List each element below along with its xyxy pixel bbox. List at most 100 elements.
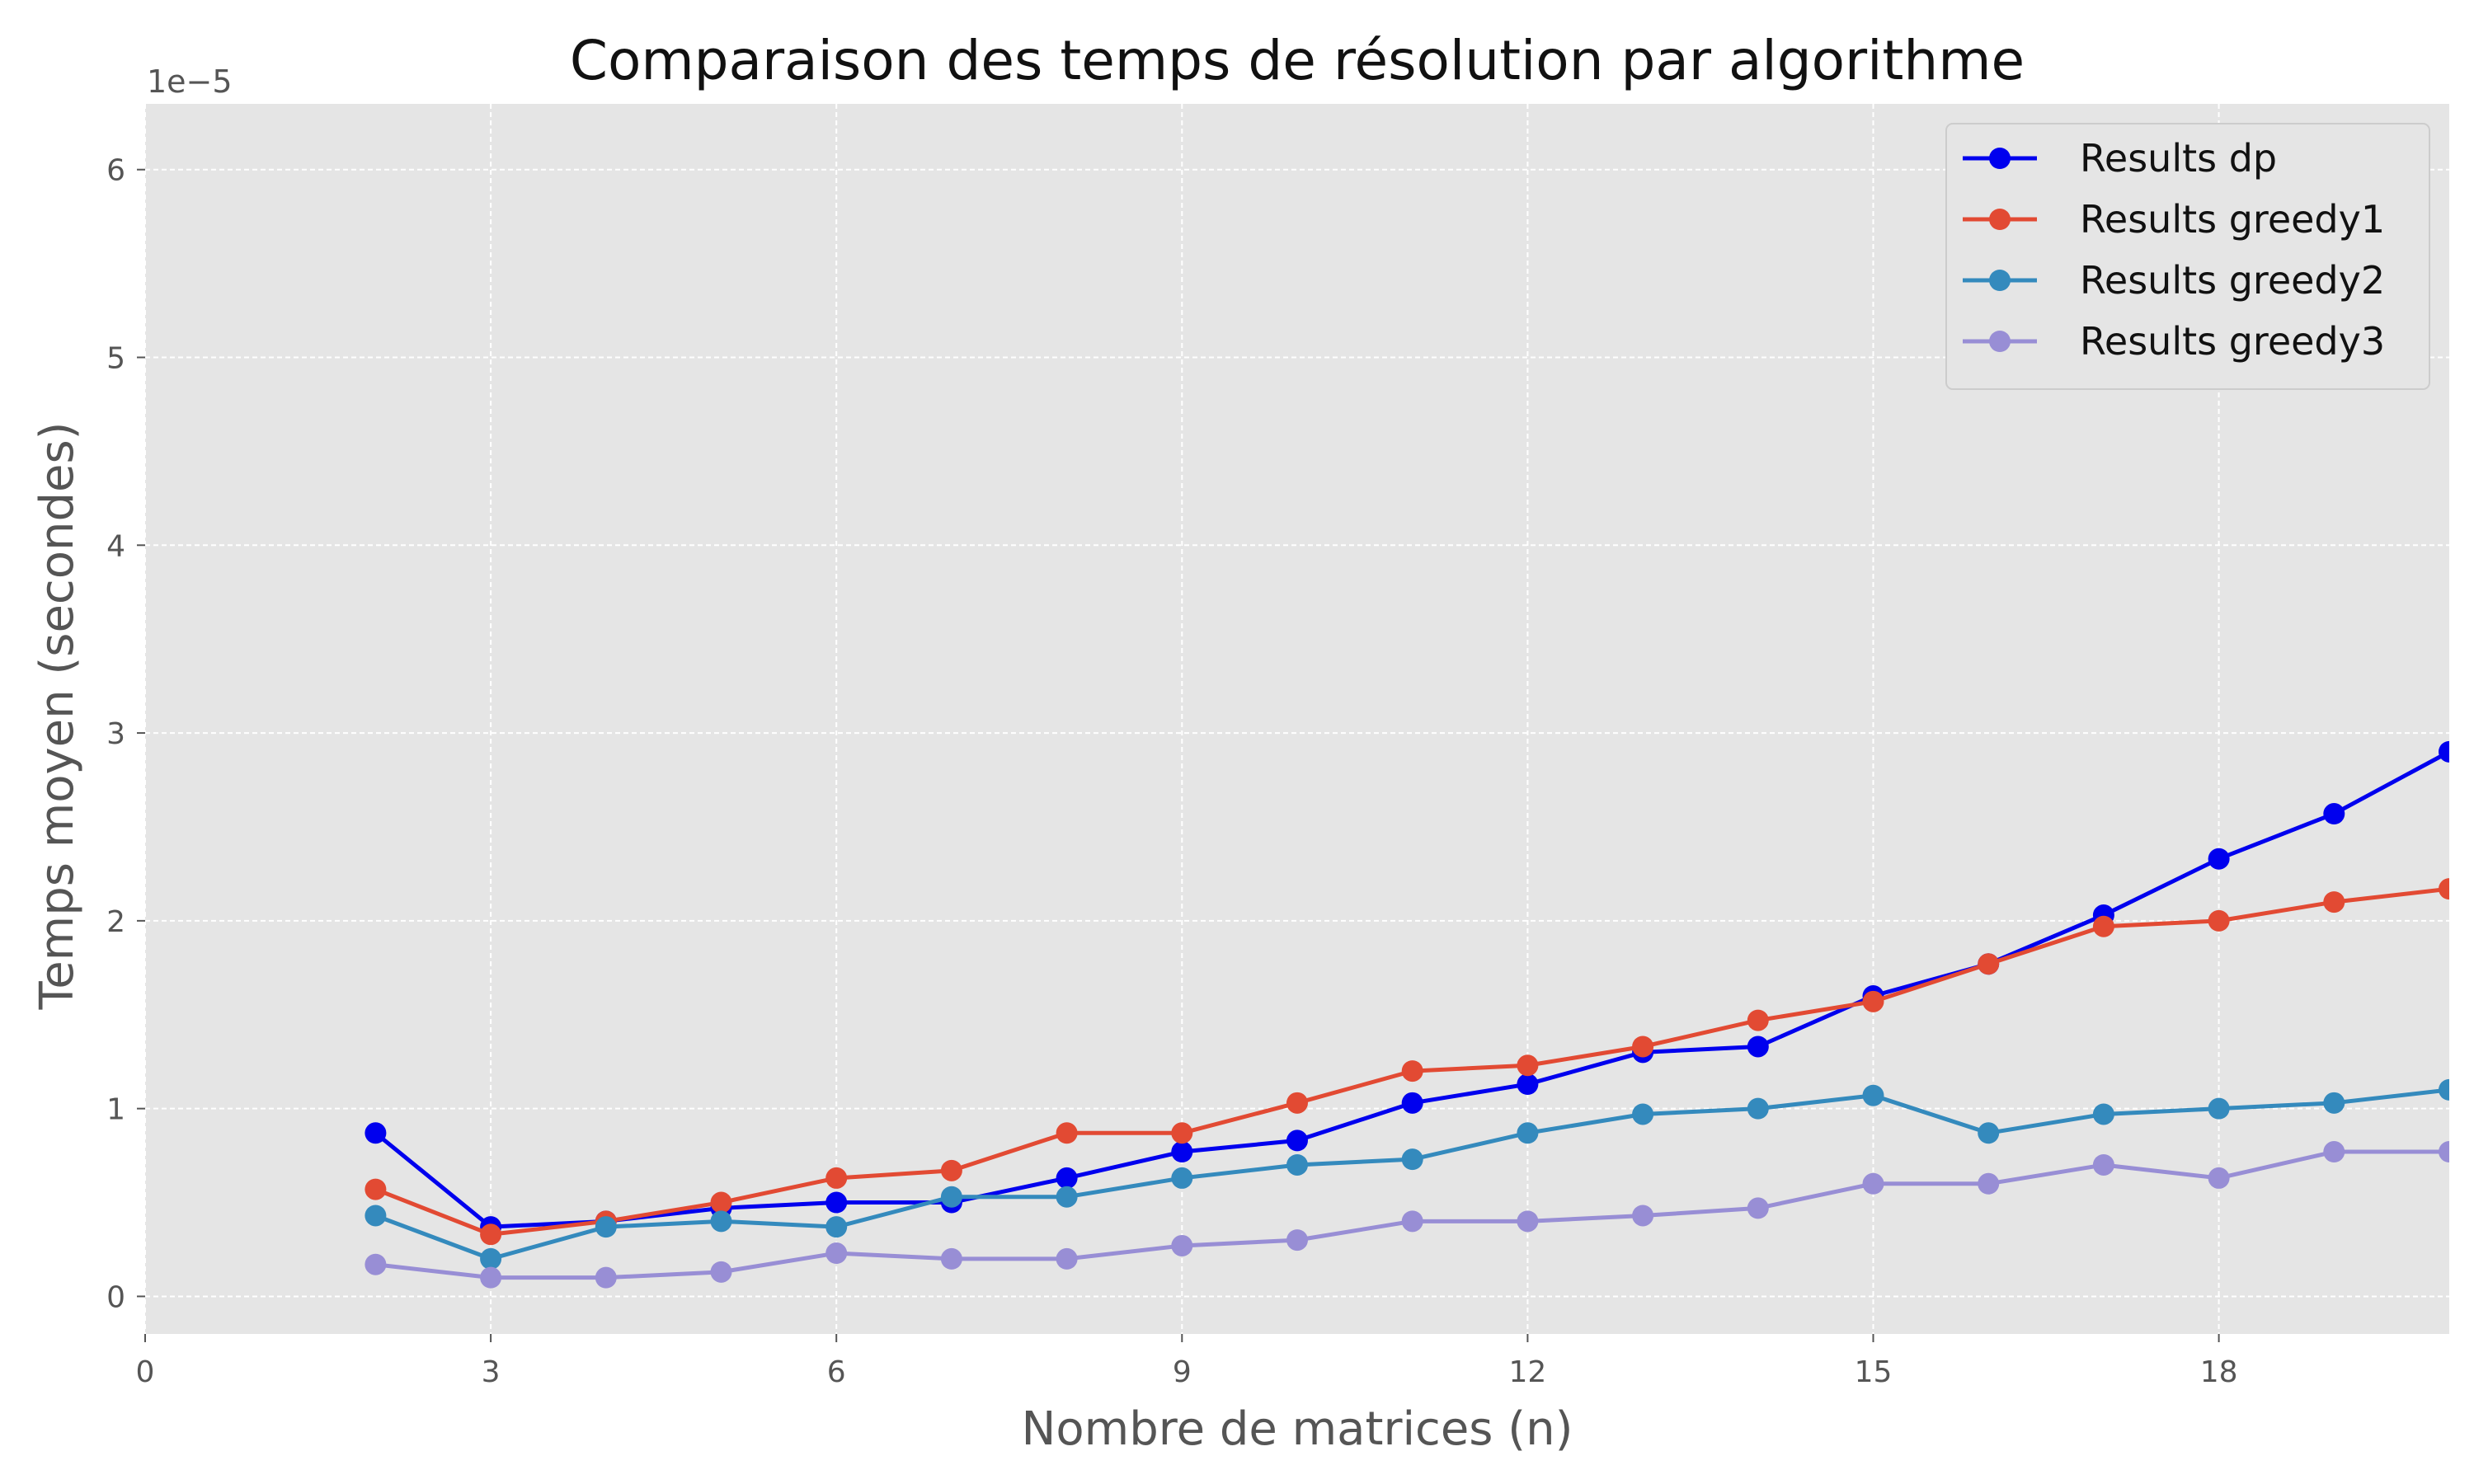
data-point: [1517, 1122, 1539, 1144]
series-2: [365, 878, 2449, 1246]
legend-label: Results dp: [2080, 136, 2277, 181]
data-point: [2208, 1167, 2230, 1189]
y-tick-label: 0: [106, 1280, 125, 1314]
legend-label: Results greedy2: [2080, 258, 2385, 303]
series-layer: [365, 740, 2449, 1289]
y-tick-label: 2: [106, 905, 125, 939]
data-point: [1517, 1054, 1539, 1077]
data-point: [1978, 953, 2000, 975]
legend-label: Results greedy1: [2080, 197, 2385, 242]
data-point: [2439, 1078, 2449, 1101]
data-point: [1632, 1036, 1654, 1058]
data-point: [480, 1247, 502, 1270]
data-point: [940, 1186, 962, 1208]
legend-marker: [1989, 270, 2011, 291]
data-point: [595, 1216, 617, 1238]
series-3: [365, 1078, 2449, 1270]
data-point: [2323, 803, 2345, 825]
data-point: [2208, 848, 2230, 870]
data-point: [2439, 740, 2449, 763]
x-tick-label: 3: [482, 1355, 501, 1389]
data-point: [1862, 1172, 1884, 1195]
data-point: [1978, 1122, 2000, 1144]
x-axis-ticks: 0 3 6 9 12 15 18: [136, 1334, 2238, 1389]
legend: Results dp Results greedy1 Results greedy2…: [1945, 123, 2430, 390]
y-axis-offset-label: 1e−5: [147, 63, 233, 100]
data-point: [2208, 1097, 2230, 1120]
y-tick-label: 1: [106, 1093, 125, 1127]
data-point: [940, 1247, 962, 1270]
data-point: [825, 1242, 848, 1265]
data-point: [480, 1223, 502, 1246]
data-point: [940, 1159, 962, 1181]
data-point: [1747, 1197, 1769, 1219]
data-point: [1056, 1247, 1078, 1270]
data-point: [1286, 1092, 1308, 1114]
legend-marker: [1989, 148, 2011, 169]
data-point: [710, 1261, 732, 1283]
data-point: [365, 1205, 387, 1227]
data-point: [1401, 1148, 1423, 1171]
data-point: [1171, 1234, 1193, 1256]
series-4: [365, 1141, 2449, 1289]
data-point: [365, 1253, 387, 1275]
data-point: [1171, 1122, 1193, 1144]
data-point: [1056, 1122, 1078, 1144]
data-point: [1171, 1141, 1193, 1163]
data-point: [1517, 1073, 1539, 1096]
data-point: [2439, 1141, 2449, 1163]
data-point: [2323, 891, 2345, 913]
y-tick-label: 5: [106, 342, 125, 376]
data-point: [2439, 878, 2449, 900]
data-point: [1401, 1060, 1423, 1082]
data-point: [1401, 1210, 1423, 1233]
data-point: [2323, 1141, 2345, 1163]
x-tick-label: 12: [1508, 1355, 1546, 1389]
data-point: [2323, 1092, 2345, 1114]
data-point: [1747, 1036, 1769, 1058]
data-point: [825, 1191, 848, 1214]
data-point: [710, 1191, 732, 1214]
x-tick-label: 6: [827, 1355, 846, 1389]
data-point: [1286, 1229, 1308, 1252]
y-tick-label: 3: [106, 717, 125, 751]
data-point: [2092, 1153, 2114, 1176]
legend-label: Results greedy3: [2080, 319, 2385, 364]
data-point: [1056, 1167, 1078, 1189]
data-point: [1747, 1097, 1769, 1120]
data-point: [2092, 1103, 2114, 1125]
data-point: [595, 1266, 617, 1289]
y-axis-label: Temps moyen (secondes): [31, 422, 84, 1011]
x-tick-label: 18: [2200, 1355, 2238, 1389]
data-point: [1517, 1210, 1539, 1233]
data-point: [1862, 1084, 1884, 1106]
legend-marker: [1989, 331, 2011, 352]
data-point: [1286, 1129, 1308, 1152]
legend-box: [1945, 123, 2430, 390]
data-point: [480, 1266, 502, 1289]
y-tick-label: 4: [106, 529, 125, 563]
data-point: [825, 1167, 848, 1189]
data-point: [1056, 1186, 1078, 1208]
data-point: [1862, 990, 1884, 1012]
data-point: [1286, 1153, 1308, 1176]
x-tick-label: 9: [1173, 1355, 1192, 1389]
data-point: [365, 1178, 387, 1200]
y-axis-ticks: 0 1 2 3 4 5 6: [106, 154, 145, 1314]
x-tick-label: 15: [1855, 1355, 1893, 1389]
data-point: [710, 1210, 732, 1233]
x-tick-label: 0: [136, 1355, 155, 1389]
data-point: [1978, 1172, 2000, 1195]
data-point: [365, 1122, 387, 1144]
data-point: [1171, 1167, 1193, 1189]
data-point: [1747, 1009, 1769, 1031]
chart-title: Comparaison des temps de résolution par …: [570, 29, 2025, 92]
data-point: [1632, 1205, 1654, 1227]
data-point: [2208, 909, 2230, 932]
data-point: [1401, 1092, 1423, 1114]
data-point: [825, 1216, 848, 1238]
x-axis-label: Nombre de matrices (n): [1022, 1402, 1573, 1456]
data-point: [2092, 915, 2114, 937]
data-point: [1632, 1103, 1654, 1125]
